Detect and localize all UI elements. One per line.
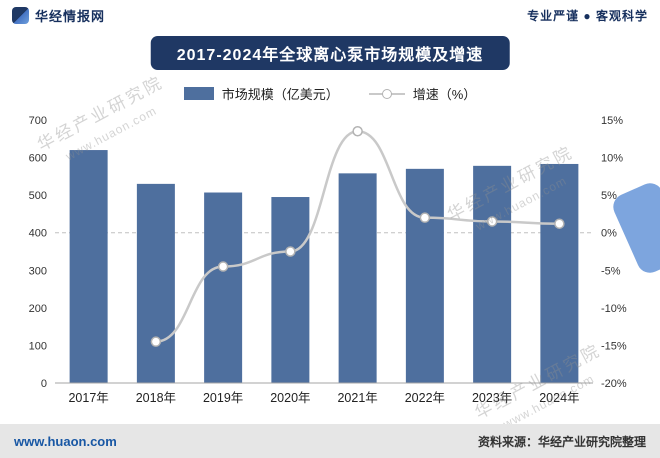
- right-axis-tick: 0%: [601, 228, 617, 240]
- market-size-bar: [69, 150, 108, 383]
- left-axis-tick: 500: [29, 190, 47, 202]
- x-axis-label: 2021年: [337, 391, 377, 405]
- header: 华经情报网 专业严谨 ● 客观科学: [0, 0, 660, 30]
- left-axis-tick: 100: [29, 340, 47, 352]
- market-size-bar: [405, 168, 444, 383]
- brand: 华经情报网: [12, 6, 105, 25]
- legend-item-bar: 市场规模（亿美元）: [183, 84, 339, 103]
- bar-swatch-icon: [183, 87, 214, 100]
- growth-rate-marker: [285, 246, 296, 257]
- left-axis-tick: 0: [41, 378, 47, 390]
- right-axis-tick: 5%: [601, 190, 617, 202]
- right-axis-tick: -5%: [601, 265, 621, 277]
- x-axis-label: 2022年: [405, 391, 445, 405]
- left-axis-tick: 700: [29, 115, 47, 127]
- footer: www.huaon.com 资料来源：华经产业研究院整理: [0, 424, 660, 458]
- market-size-bar: [473, 165, 512, 383]
- left-axis-tick: 400: [29, 228, 47, 240]
- x-axis-label: 2017年: [68, 391, 108, 405]
- growth-rate-marker: [486, 216, 498, 227]
- growth-rate-marker: [554, 218, 565, 229]
- line-swatch-icon: [368, 88, 405, 99]
- combo-chart: 0 100 200 300 400 500 600 700 -20% -15% -10% -5% 0% 5…: [29, 115, 627, 405]
- right-axis-tick: 10%: [601, 153, 623, 165]
- right-axis-tick: -20%: [601, 378, 627, 390]
- x-axis-label: 2018年: [136, 391, 176, 405]
- legend-bar-label: 市场规模（亿美元）: [221, 87, 339, 102]
- x-axis-label: 2019年: [203, 391, 243, 405]
- market-size-bar: [338, 173, 377, 383]
- right-axis-tick: -15%: [601, 340, 627, 352]
- market-size-bar: [271, 197, 310, 383]
- growth-rate-marker: [217, 261, 229, 272]
- brand-name: 华经情报网: [35, 8, 106, 24]
- right-axis-tick: -10%: [601, 303, 627, 315]
- right-axis-tick: 15%: [601, 115, 623, 127]
- header-slogan: 专业严谨 ● 客观科学: [527, 8, 648, 23]
- x-axis-label: 2020年: [270, 391, 310, 405]
- chart-title: 2017-2024年全球离心泵市场规模及增速: [150, 36, 510, 70]
- legend-line-label: 增速（%）: [412, 87, 477, 102]
- growth-rate-marker: [150, 336, 162, 347]
- left-axis-tick: 200: [29, 303, 47, 315]
- market-size-bar: [136, 183, 175, 383]
- growth-rate-marker: [352, 126, 363, 137]
- left-axis-tick: 300: [29, 265, 47, 277]
- x-axis-label: 2024年: [539, 391, 579, 405]
- legend-item-line: 增速（%）: [368, 84, 477, 103]
- brand-logo-icon: [12, 6, 29, 24]
- left-axis-tick: 600: [29, 153, 47, 165]
- x-axis-label: 2023年: [472, 391, 512, 405]
- market-size-bar: [540, 163, 579, 383]
- growth-rate-marker: [419, 212, 431, 223]
- footer-site-url: www.huaon.com: [14, 433, 117, 449]
- market-size-bar: [204, 192, 243, 383]
- legend: 市场规模（亿美元） 增速（%）: [0, 84, 660, 103]
- footer-source: 资料来源：华经产业研究院整理: [477, 434, 646, 449]
